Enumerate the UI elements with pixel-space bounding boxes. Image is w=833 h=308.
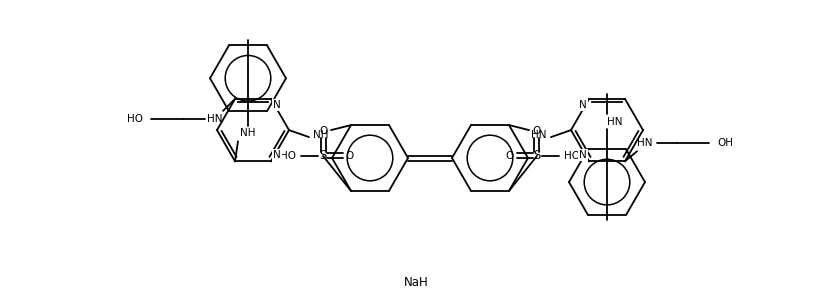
Text: HN: HN — [637, 138, 653, 148]
Text: O: O — [533, 126, 541, 136]
Text: HN: HN — [531, 130, 546, 140]
Text: OH: OH — [717, 138, 733, 148]
Text: NH: NH — [313, 130, 329, 140]
Text: HO: HO — [127, 114, 143, 124]
Text: N: N — [579, 150, 587, 160]
Text: NH: NH — [240, 128, 256, 138]
Text: N: N — [273, 100, 281, 110]
Text: S: S — [533, 149, 541, 162]
Text: NaH: NaH — [404, 277, 429, 290]
Text: HN: HN — [207, 114, 222, 124]
Text: HO: HO — [564, 151, 580, 161]
Text: O: O — [506, 151, 514, 161]
Text: HO: HO — [280, 151, 296, 161]
Text: N: N — [579, 100, 587, 110]
Text: O: O — [319, 126, 327, 136]
Text: S: S — [319, 149, 327, 162]
Text: HN: HN — [607, 117, 623, 127]
Text: O: O — [346, 151, 354, 161]
Text: N: N — [273, 150, 281, 160]
